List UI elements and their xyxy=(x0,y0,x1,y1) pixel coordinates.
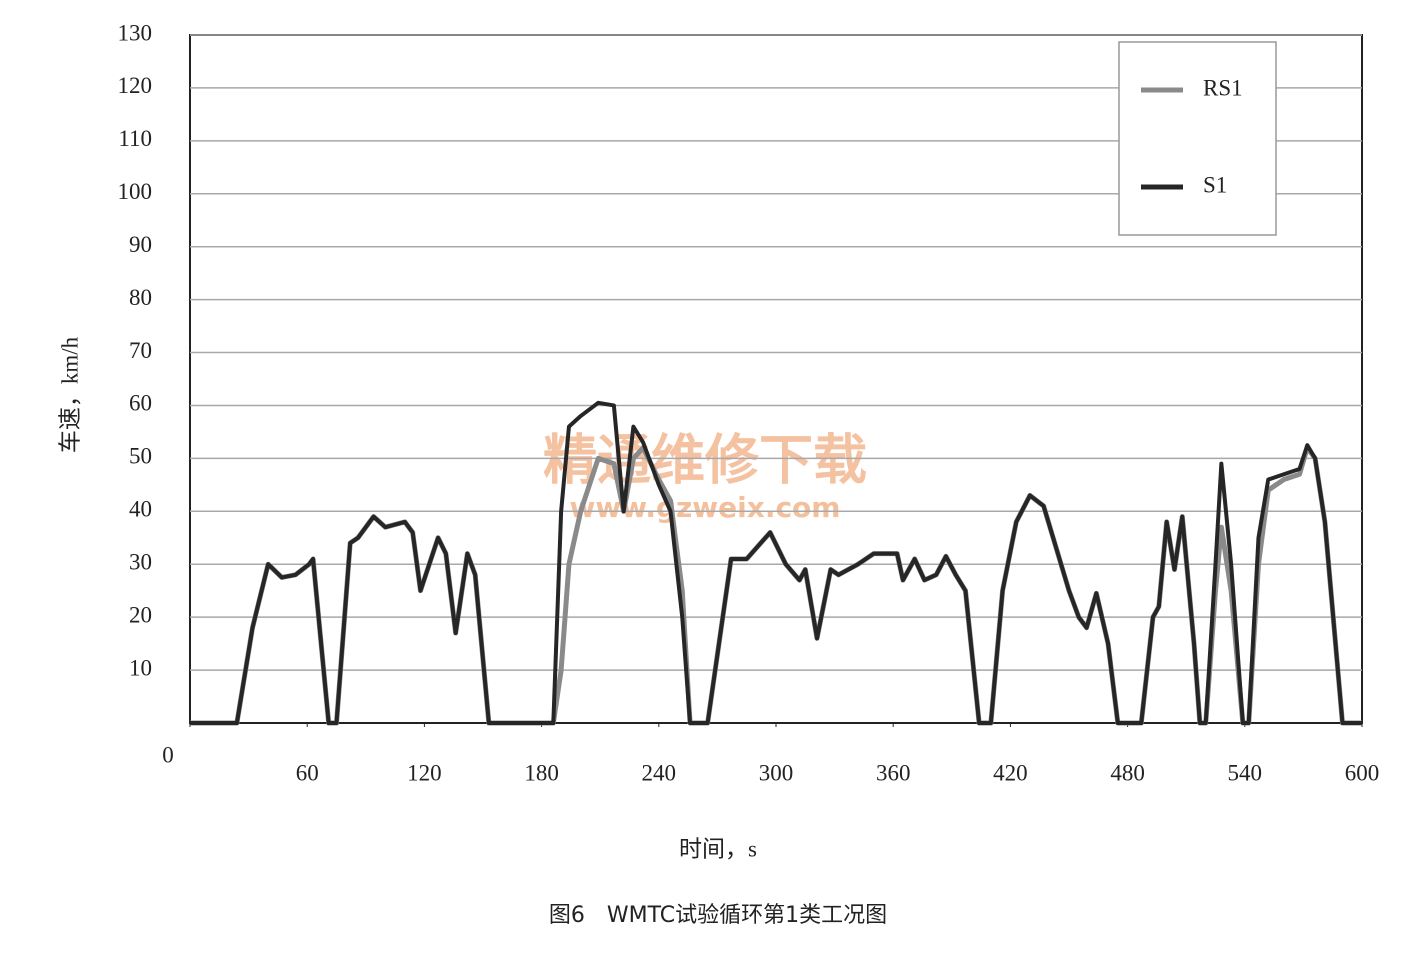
y-tick-label: 70 xyxy=(129,338,152,363)
x-tick-label: 420 xyxy=(993,760,1028,785)
x-tick-label: 120 xyxy=(407,760,442,785)
chart-title: 图6 WMTC试验循环第1类工况图 xyxy=(549,903,887,928)
y-tick-label: 50 xyxy=(129,444,152,469)
y-tick-label: 60 xyxy=(129,391,152,416)
legend xyxy=(1118,41,1277,236)
x-tick-label: 300 xyxy=(759,760,794,785)
y-tick-label: 100 xyxy=(118,179,153,204)
y-tick-label: 30 xyxy=(129,550,152,575)
y-tick-label: 80 xyxy=(129,285,152,310)
y-tick-label: 40 xyxy=(129,497,152,522)
x-tick-label: 240 xyxy=(642,760,677,785)
y-axis-label: 车速，km/h xyxy=(57,336,82,453)
x-tick-label: 600 xyxy=(1345,760,1380,785)
y-tick-label: 130 xyxy=(118,20,153,45)
x-tick-label: 480 xyxy=(1110,760,1145,785)
y-tick-label: 20 xyxy=(129,602,152,627)
x-tick-label: 60 xyxy=(296,760,319,785)
y-tick-label: 110 xyxy=(118,126,152,151)
y-tick-label: 90 xyxy=(129,232,152,257)
x-axis-label: 时间，s xyxy=(679,836,757,861)
series-line xyxy=(190,400,1362,725)
x-tick-label: 540 xyxy=(1228,760,1263,785)
y-tick-label: 10 xyxy=(129,655,152,680)
x-tick-label: 0 xyxy=(162,742,174,767)
legend-label: S1 xyxy=(1203,172,1227,197)
x-tick-label: 180 xyxy=(524,760,559,785)
y-tick-label: 120 xyxy=(118,73,153,98)
x-tick-label: 360 xyxy=(876,760,911,785)
legend-label: RS1 xyxy=(1203,75,1243,100)
watermark: www.gzweix.com xyxy=(570,491,841,524)
